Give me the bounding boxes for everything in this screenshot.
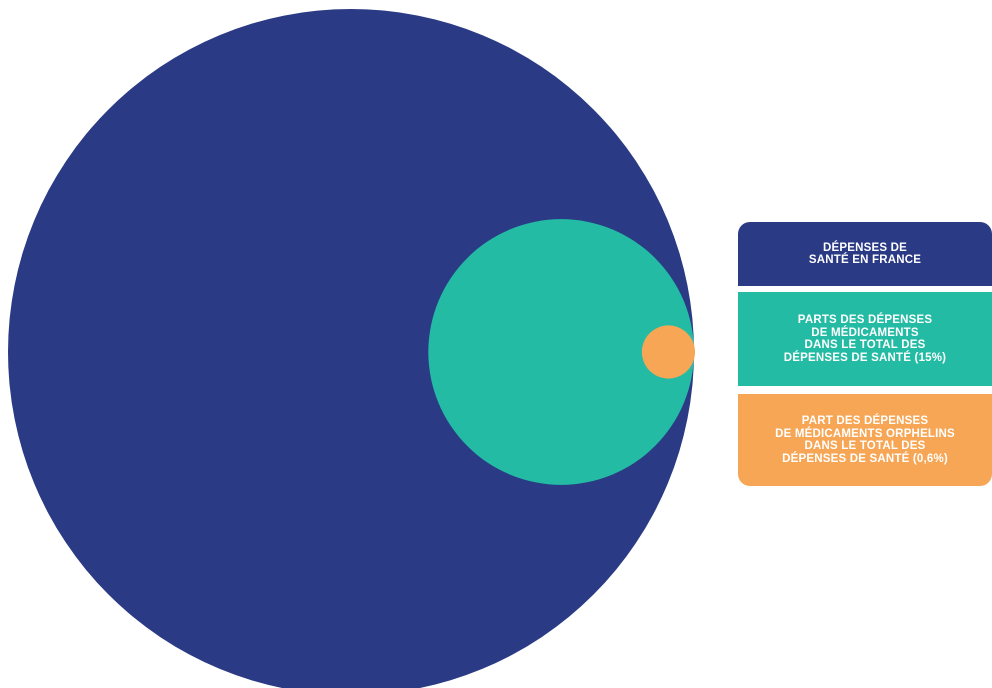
legend-item-medication-spending: PARTS DES DÉPENSES DE MÉDICAMENTS DANS L… [738,292,992,386]
bubble-medication-spending [428,219,694,485]
legend-label-orphan-medication-spending: PART DES DÉPENSES DE MÉDICAMENTS ORPHELI… [775,415,955,465]
legend-item-total-health-spending: DÉPENSES DE SANTÉ EN FRANCE [738,222,992,286]
legend-label-medication-spending: PARTS DES DÉPENSES DE MÉDICAMENTS DANS L… [783,314,947,364]
legend-label-total-health-spending: DÉPENSES DE SANTÉ EN FRANCE [808,241,922,267]
bubble-orphan-medication-spending [641,325,695,379]
legend-item-orphan-medication-spending: PART DES DÉPENSES DE MÉDICAMENTS ORPHELI… [738,394,992,486]
bubble-total-health-spending [8,9,694,688]
